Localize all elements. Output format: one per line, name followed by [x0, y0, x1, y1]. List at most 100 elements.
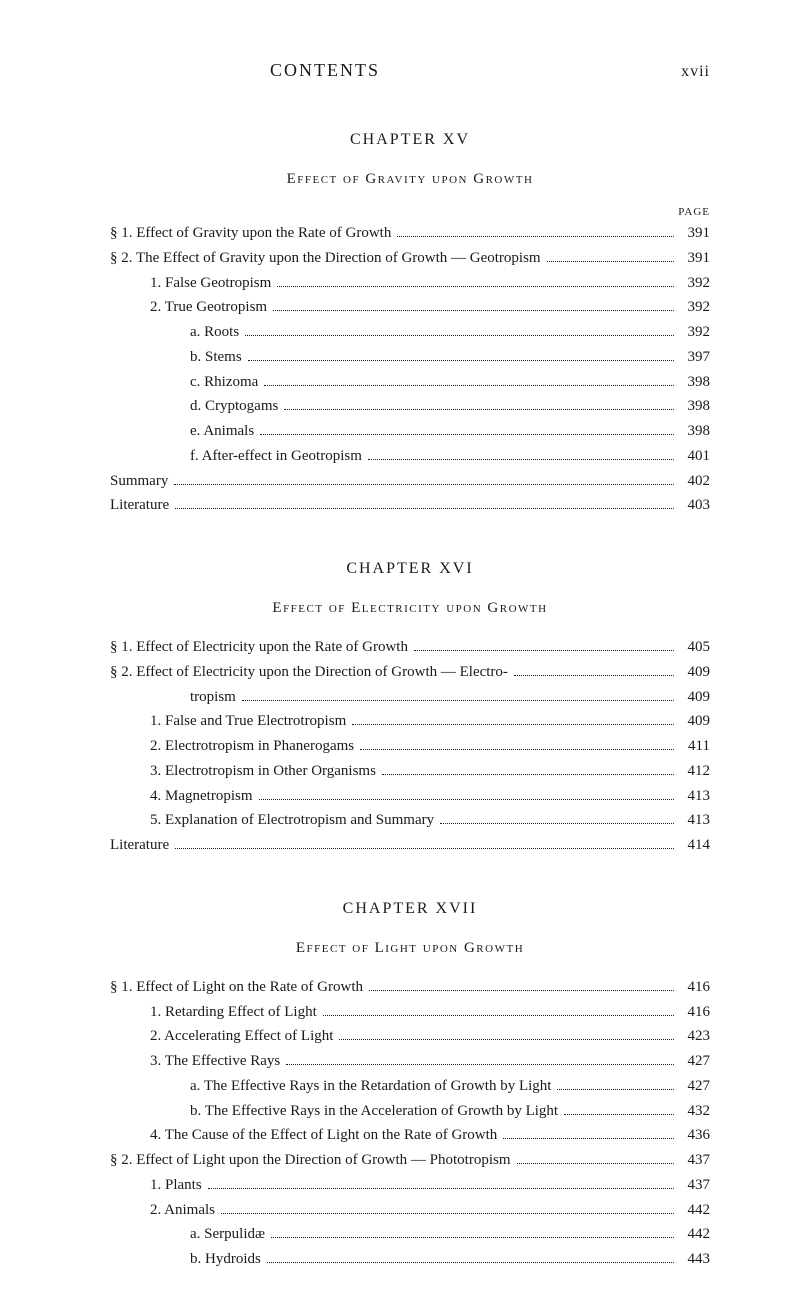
toc-entry: 1. False and True Electrotropism 409: [110, 709, 710, 734]
toc-leader-dots: [248, 360, 674, 361]
toc-entry: b. Hydroids 443: [110, 1247, 710, 1272]
toc-leader-dots: [267, 1262, 674, 1263]
toc-leader-dots: [242, 700, 674, 701]
toc-entry: § 1. Effect of Electricity upon the Rate…: [110, 635, 710, 660]
toc-page-number: 409: [680, 685, 710, 710]
toc-label: Literature: [110, 833, 169, 858]
toc-label: § 1. Effect of Gravity upon the Rate of …: [110, 221, 391, 246]
toc-leader-dots: [284, 409, 674, 410]
toc-page-number: 427: [680, 1049, 710, 1074]
toc-entry: 2. Electrotropism in Phanerogams 411: [110, 734, 710, 759]
toc-label: 4. The Cause of the Effect of Light on t…: [150, 1123, 497, 1148]
toc-entry: § 2. The Effect of Gravity upon the Dire…: [110, 246, 710, 271]
toc-leader-dots: [175, 508, 674, 509]
toc-leader-dots: [440, 823, 674, 824]
toc-label: 1. False Geotropism: [150, 271, 271, 296]
toc-leader-dots: [352, 724, 674, 725]
toc-entry: 1. Plants437: [110, 1173, 710, 1198]
header-title: CONTENTS: [270, 60, 380, 81]
toc-page-number: 403: [680, 493, 710, 518]
toc-entry: tropism409: [110, 685, 710, 710]
toc-label: 3. The Effective Rays: [150, 1049, 280, 1074]
toc-entry: § 1. Effect of Light on the Rate of Grow…: [110, 975, 710, 1000]
toc-leader-dots: [259, 799, 675, 800]
toc-leader-dots: [271, 1237, 674, 1238]
toc-leader-dots: [557, 1089, 674, 1090]
toc-leader-dots: [264, 385, 674, 386]
toc-page-number: 398: [680, 370, 710, 395]
toc-page-number: 442: [680, 1222, 710, 1247]
toc-label: b. Stems: [190, 345, 242, 370]
toc-leader-dots: [323, 1015, 674, 1016]
toc-page-number: 401: [680, 444, 710, 469]
toc-entry: 3. The Effective Rays 427: [110, 1049, 710, 1074]
toc-entry: 4. The Cause of the Effect of Light on t…: [110, 1123, 710, 1148]
toc-leader-dots: [547, 261, 674, 262]
toc-page-number: 416: [680, 975, 710, 1000]
toc-entry: b. Stems397: [110, 345, 710, 370]
toc-label: 1. Retarding Effect of Light: [150, 1000, 317, 1025]
toc-entry: 1. False Geotropism 392: [110, 271, 710, 296]
toc-page-number: 391: [680, 246, 710, 271]
toc-label: f. After-effect in Geotropism: [190, 444, 362, 469]
toc-page-number: 443: [680, 1247, 710, 1272]
toc-page-number: 413: [680, 784, 710, 809]
toc-page-number: 423: [680, 1024, 710, 1049]
toc-entry: Summary402: [110, 469, 710, 494]
chapter-block: CHAPTER XVIEffect of Electricity upon Gr…: [110, 560, 710, 858]
toc-label: 1. False and True Electrotropism: [150, 709, 346, 734]
toc-page-number: 411: [680, 734, 710, 759]
toc-entry: f. After-effect in Geotropism 401: [110, 444, 710, 469]
toc-entry: 2. True Geotropism392: [110, 295, 710, 320]
toc-page-number: 409: [680, 709, 710, 734]
toc-leader-dots: [339, 1039, 674, 1040]
toc-page-number: 413: [680, 808, 710, 833]
toc-page-number: 437: [680, 1148, 710, 1173]
toc-label: Summary: [110, 469, 168, 494]
toc-entry: a. Serpulidæ 442: [110, 1222, 710, 1247]
toc-entry: § 2. Effect of Light upon the Direction …: [110, 1148, 710, 1173]
toc-label: 2. Electrotropism in Phanerogams: [150, 734, 354, 759]
toc-entry: Literature403: [110, 493, 710, 518]
chapters-container: CHAPTER XVEffect of Gravity upon GrowthP…: [110, 131, 710, 1272]
toc-entry: 1. Retarding Effect of Light416: [110, 1000, 710, 1025]
toc-leader-dots: [368, 459, 674, 460]
toc-label: 2. Accelerating Effect of Light: [150, 1024, 333, 1049]
chapter-title: CHAPTER XVII: [110, 900, 710, 918]
toc-leader-dots: [503, 1138, 674, 1139]
toc-leader-dots: [273, 310, 674, 311]
toc-page-number: 414: [680, 833, 710, 858]
toc-page-number: 392: [680, 295, 710, 320]
toc-page-number: 409: [680, 660, 710, 685]
toc-leader-dots: [175, 848, 674, 849]
toc-leader-dots: [369, 990, 674, 991]
page-column-label: PAGE: [110, 206, 710, 218]
toc-entry: c. Rhizoma 398: [110, 370, 710, 395]
toc-entry: e. Animals398: [110, 419, 710, 444]
toc-label: 1. Plants: [150, 1173, 202, 1198]
toc-entry: d. Cryptogams398: [110, 394, 710, 419]
toc-leader-dots: [286, 1064, 674, 1065]
toc-page-number: 392: [680, 320, 710, 345]
toc-entry: a. Roots392: [110, 320, 710, 345]
toc-entry: § 1. Effect of Gravity upon the Rate of …: [110, 221, 710, 246]
toc-label: d. Cryptogams: [190, 394, 278, 419]
toc-label: 5. Explanation of Electrotropism and Sum…: [150, 808, 434, 833]
chapter-block: CHAPTER XVEffect of Gravity upon GrowthP…: [110, 131, 710, 518]
toc-leader-dots: [277, 286, 674, 287]
toc-label: a. Serpulidæ: [190, 1222, 265, 1247]
toc-label: 3. Electrotropism in Other Organisms: [150, 759, 376, 784]
toc-page-number: 405: [680, 635, 710, 660]
toc-label: b. Hydroids: [190, 1247, 261, 1272]
chapter-subtitle: Effect of Light upon Growth: [110, 940, 710, 957]
toc-page-number: 392: [680, 271, 710, 296]
toc-entry: 3. Electrotropism in Other Organisms412: [110, 759, 710, 784]
toc-page-number: 391: [680, 221, 710, 246]
toc-label: c. Rhizoma: [190, 370, 258, 395]
toc-page-number: 436: [680, 1123, 710, 1148]
toc-label: e. Animals: [190, 419, 254, 444]
toc-leader-dots: [208, 1188, 674, 1189]
toc-entry: 5. Explanation of Electrotropism and Sum…: [110, 808, 710, 833]
chapter-subtitle: Effect of Gravity upon Growth: [110, 171, 710, 188]
toc-leader-dots: [564, 1114, 674, 1115]
